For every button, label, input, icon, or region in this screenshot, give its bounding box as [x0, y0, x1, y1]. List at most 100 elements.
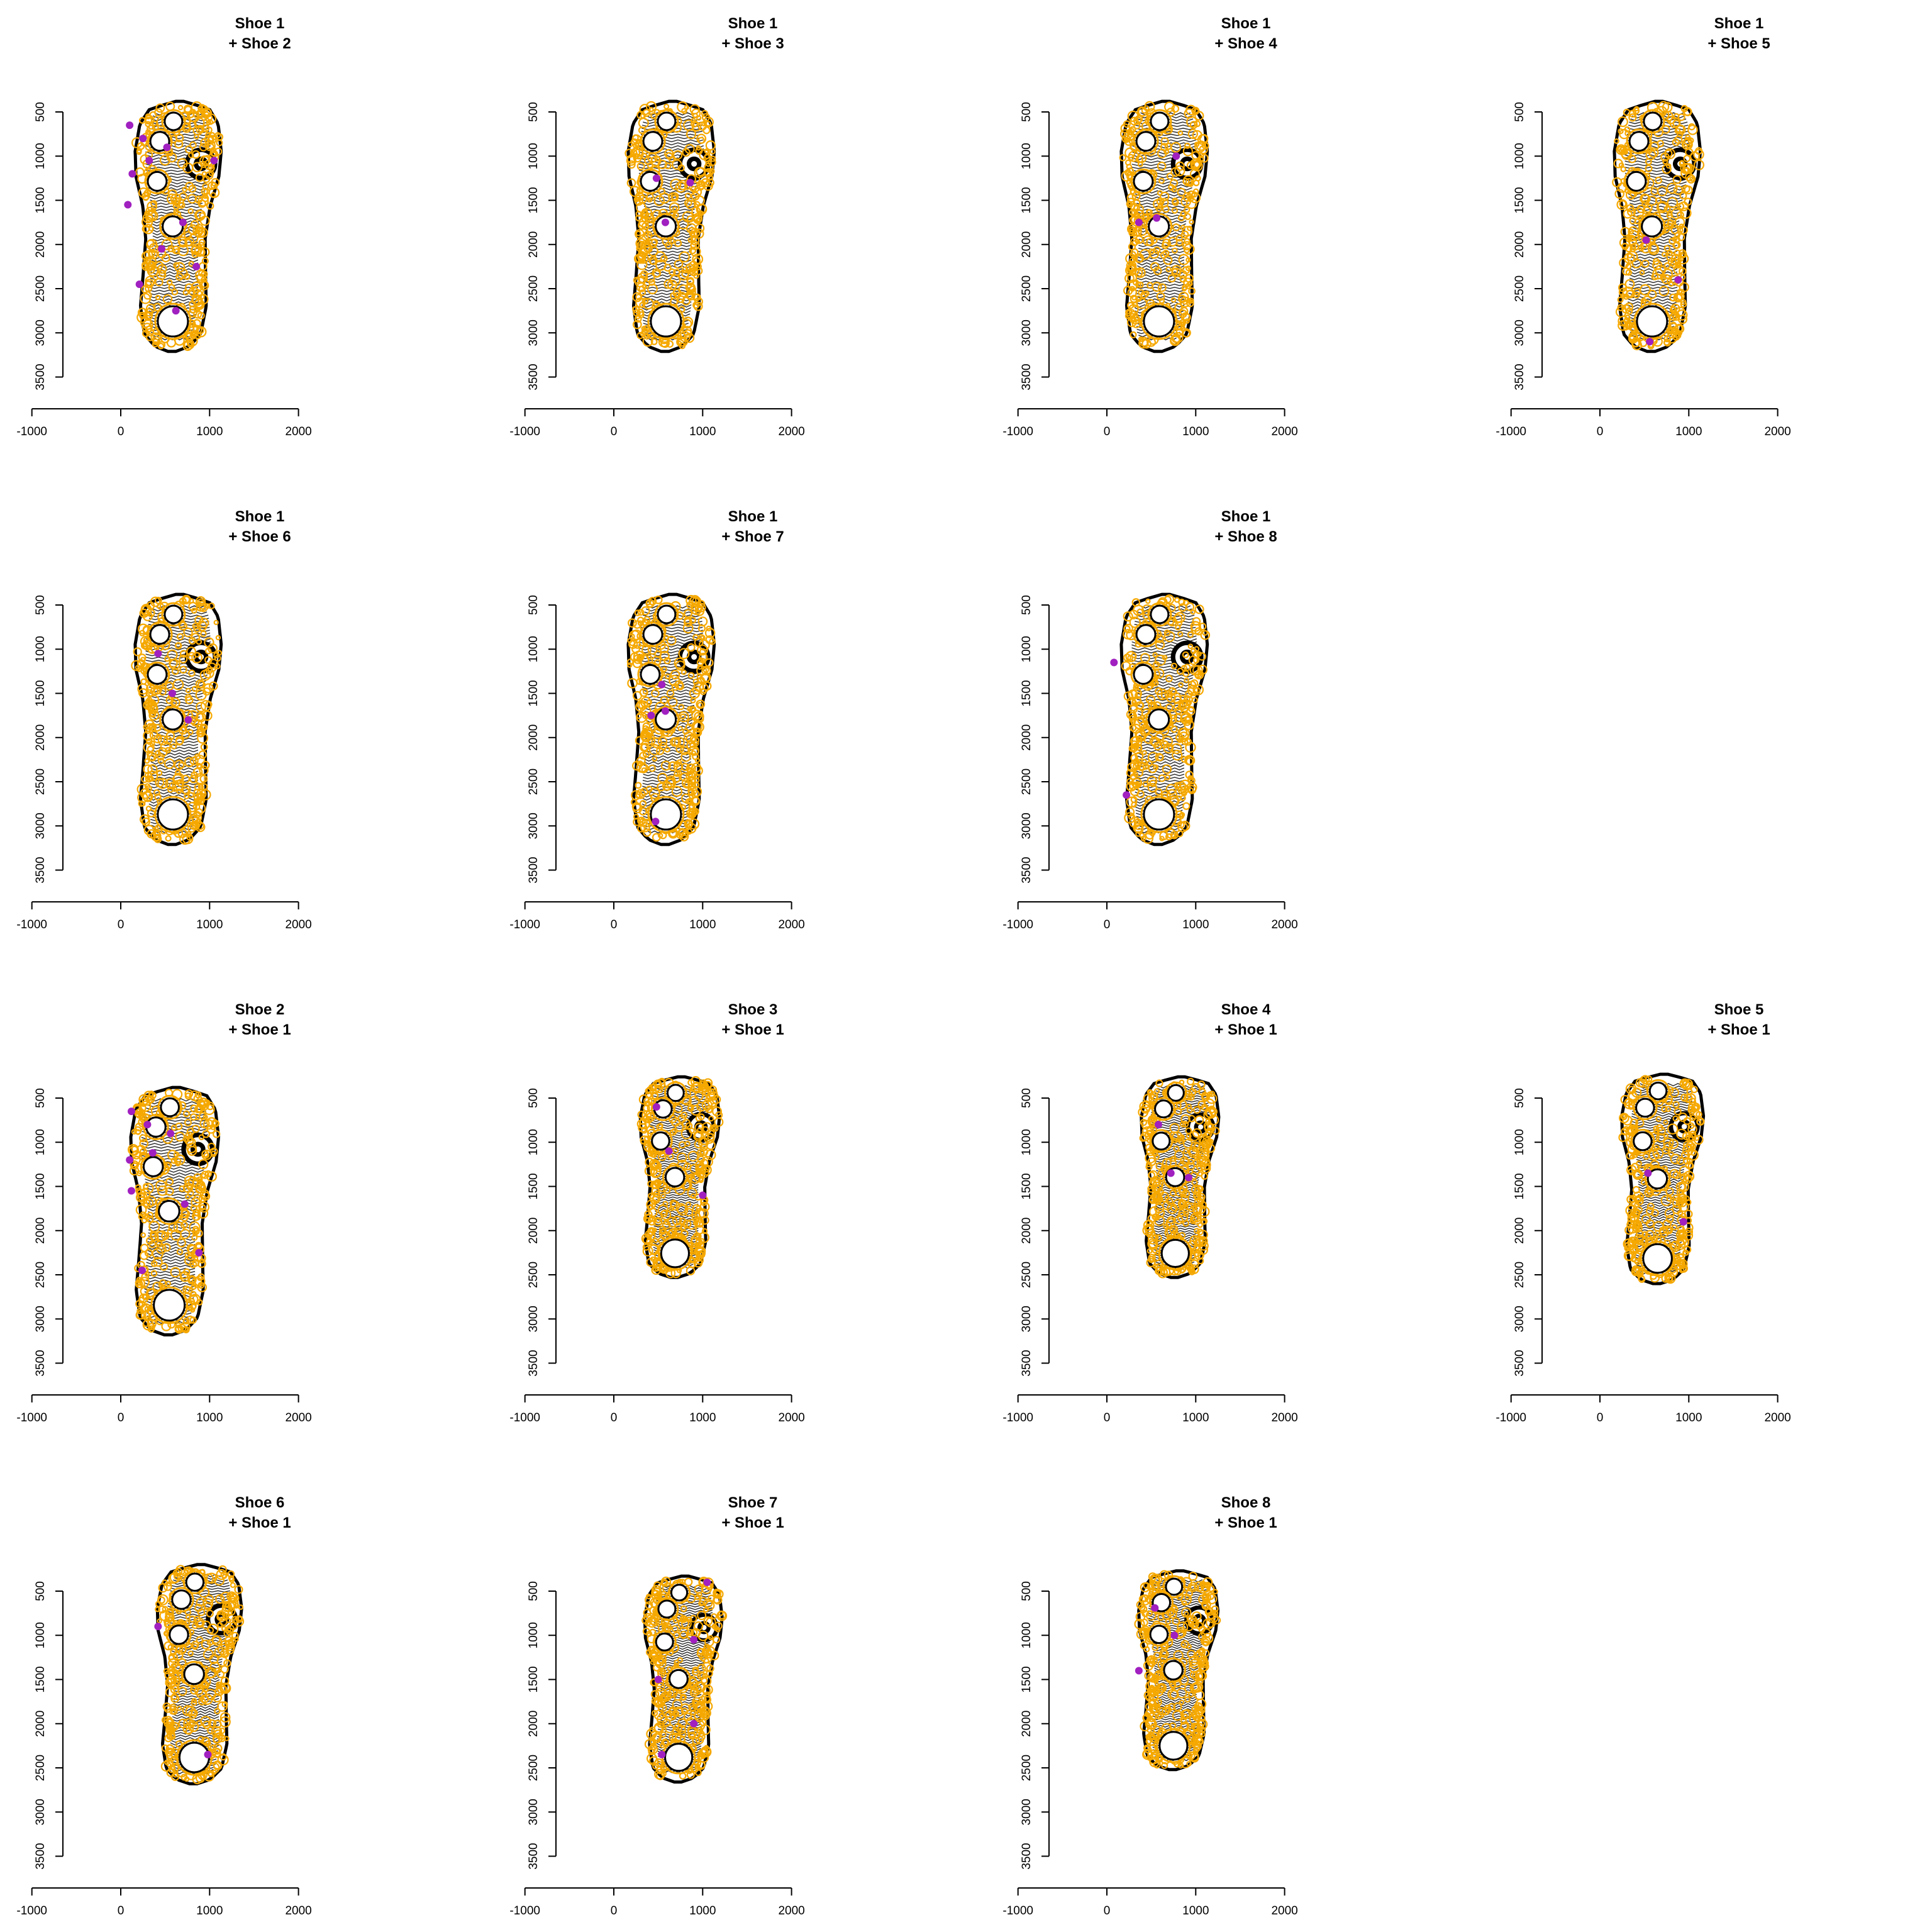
overlay-point	[1177, 214, 1185, 222]
y-tick-label: 2000	[527, 724, 540, 751]
panel-p1: Shoe 1+ Shoe 2-1000 0 1000 2000500100015002…	[16, 15, 311, 438]
overlay-point	[1628, 109, 1637, 118]
overlay-point	[1663, 245, 1671, 252]
highlight-point	[195, 1248, 203, 1257]
overlay-point	[645, 786, 653, 793]
overlay-point	[1164, 142, 1172, 150]
overlay-point	[158, 747, 168, 757]
overlay-point	[1679, 226, 1688, 235]
feature-hole-match	[144, 168, 170, 194]
feature-hole	[1648, 1081, 1668, 1101]
highlight-point	[127, 1187, 135, 1195]
x-tick-label: 0	[1597, 1411, 1604, 1424]
overlay-point	[157, 757, 165, 765]
overlay-point	[1175, 235, 1183, 242]
overlay-point	[636, 258, 648, 270]
overlay-point	[1146, 209, 1153, 216]
overlay-point	[208, 658, 219, 669]
overlay-point	[638, 286, 645, 292]
y-tick-label: 1500	[1513, 1173, 1526, 1199]
overlay-point	[645, 599, 655, 608]
y-tick-label: 3500	[1020, 364, 1033, 390]
overlay-points	[1138, 1077, 1220, 1279]
overlay-point	[640, 822, 650, 833]
panel-p9: Shoe 3+ Shoe 1-1000 0 1000 2000500100015002…	[509, 1001, 804, 1424]
overlay-point	[195, 596, 206, 607]
x-tick-label: 2000	[285, 918, 311, 931]
y-tick-label: 1500	[527, 680, 540, 706]
panel-title-line: Shoe 6	[235, 1494, 285, 1511]
y-tick-label: 2500	[527, 769, 540, 795]
overlay-point	[202, 710, 213, 721]
overlay-point	[692, 685, 702, 695]
highlight-point	[665, 1147, 673, 1155]
overlay-point	[686, 734, 696, 745]
overlay-point	[640, 705, 652, 717]
overlay-point	[1614, 138, 1619, 144]
feature-hole	[147, 663, 168, 685]
overlay-point	[1170, 297, 1177, 303]
overlay-point	[674, 770, 680, 777]
overlay-point	[628, 618, 637, 628]
overlay-point	[1619, 257, 1629, 269]
panel-p13: Shoe 7+ Shoe 1-1000 0 1000 2000500100015002…	[509, 1494, 804, 1918]
overlay-point	[197, 105, 204, 111]
feature-hole	[666, 1084, 685, 1102]
panel-p3: Shoe 1+ Shoe 4-1000 0 1000 2000500100015002…	[1002, 15, 1297, 438]
overlay-point	[1162, 205, 1170, 213]
y-tick-label: 1000	[527, 1622, 540, 1648]
x-tick-label: 0	[118, 1904, 125, 1918]
overlay-point	[155, 294, 161, 301]
overlay-point	[165, 835, 172, 842]
overlay-point	[131, 660, 142, 671]
overlay-point	[1662, 164, 1672, 174]
overlay-point	[158, 687, 167, 696]
overlay-point	[1619, 200, 1627, 208]
overlay-point	[1146, 238, 1155, 247]
overlay-point	[150, 596, 161, 608]
overlay-point	[690, 697, 696, 704]
panel-title-line: Shoe 1	[728, 508, 778, 525]
overlay-point	[1663, 262, 1671, 269]
overlay-point	[1667, 278, 1672, 284]
feature-hole-match	[654, 109, 679, 134]
overlay-point	[675, 660, 686, 671]
overlay-point	[640, 113, 646, 119]
x-axis: -1000 0 1000 2000	[509, 408, 805, 438]
overlay-point	[147, 701, 158, 712]
overlay-point	[686, 763, 696, 774]
overlay-point	[627, 160, 636, 169]
overlay-point	[1679, 256, 1684, 262]
overlay-point	[1135, 155, 1144, 164]
overlay-point	[198, 750, 208, 759]
overlay-point	[1646, 195, 1658, 206]
overlay-point	[708, 168, 715, 175]
overlay-point	[629, 186, 641, 197]
overlay-point	[199, 247, 210, 257]
overlay-point	[188, 301, 196, 308]
overlay-point	[1672, 175, 1682, 184]
overlay-point	[1180, 795, 1186, 801]
overlay-point	[648, 764, 656, 772]
y-tick-label: 1000	[1020, 1129, 1033, 1155]
y-tick-label: 1500	[1020, 680, 1033, 706]
y-tick-label: 1500	[34, 1173, 47, 1199]
overlay-point	[681, 296, 691, 306]
overlay-point	[696, 167, 706, 177]
overlay-point	[1127, 153, 1135, 161]
panel-title-line: Shoe 7	[728, 1494, 778, 1511]
overlay-point	[691, 721, 702, 732]
overlay-point	[187, 710, 199, 722]
y-tick-label: 2500	[1020, 275, 1033, 302]
overlay-point	[684, 781, 691, 788]
overlay-point	[1180, 225, 1186, 230]
highlight-points	[154, 650, 192, 724]
feature-hole-match	[1638, 213, 1666, 240]
overlay-point	[1662, 158, 1668, 165]
overlay-point	[1145, 598, 1151, 604]
overlay-point	[1628, 236, 1637, 246]
x-tick-label: 0	[118, 918, 125, 931]
